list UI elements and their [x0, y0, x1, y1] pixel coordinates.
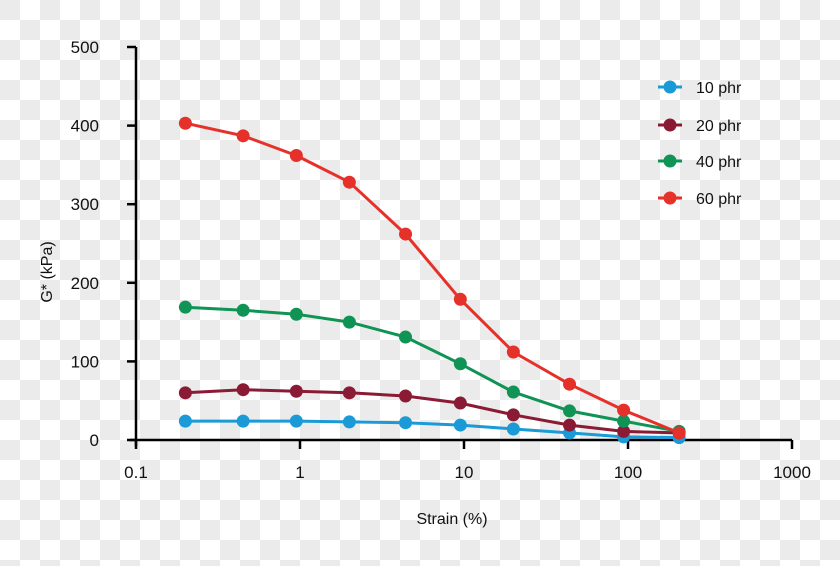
y-tick-label: 100 — [71, 352, 99, 371]
data-point — [453, 292, 467, 306]
series-line — [185, 121, 680, 435]
data-point — [563, 418, 577, 432]
x-tick-label: 100 — [614, 463, 642, 482]
data-point — [506, 408, 520, 422]
data-point — [342, 315, 356, 329]
data-point — [563, 404, 577, 418]
data-point — [289, 148, 303, 162]
series-line — [185, 419, 680, 440]
y-axis-title: G* (kPa) — [39, 241, 56, 302]
data-point — [289, 307, 303, 321]
y-tick-label: 500 — [71, 38, 99, 57]
data-point — [236, 303, 250, 317]
series-60-phr — [178, 116, 686, 440]
y-tick-label: 300 — [71, 195, 99, 214]
data-point — [236, 414, 250, 428]
data-point — [178, 414, 192, 428]
data-point — [236, 383, 250, 397]
y-tick-label: 400 — [71, 117, 99, 136]
data-point — [289, 384, 303, 398]
series-10-phr — [178, 414, 686, 445]
legend-item: 20 phr — [658, 118, 742, 135]
legend-item: 10 phr — [658, 80, 742, 97]
data-point — [399, 227, 413, 241]
data-point — [506, 345, 520, 359]
data-point — [178, 116, 192, 130]
data-point — [289, 414, 303, 428]
legend-label: 20 phr — [696, 118, 742, 135]
data-point — [399, 389, 413, 403]
x-tick-label: 1 — [295, 463, 304, 482]
legend-label: 10 phr — [696, 80, 742, 97]
data-point — [617, 424, 631, 438]
data-point — [453, 396, 467, 410]
legend-marker-icon — [663, 80, 677, 94]
legend-item: 40 phr — [658, 154, 742, 171]
data-point — [399, 416, 413, 430]
legend-marker-icon — [663, 154, 677, 168]
y-tick-label: 0 — [90, 431, 99, 450]
data-point — [342, 386, 356, 400]
series-layer — [178, 116, 686, 445]
legend-label: 40 phr — [696, 154, 742, 171]
x-tick-label: 1000 — [773, 463, 811, 482]
x-axis-title: Strain (%) — [416, 511, 487, 528]
data-point — [453, 357, 467, 371]
y-tick-label: 200 — [71, 274, 99, 293]
axes: 0.1 1 10 100 1000 0 100 200 300 400 500 — [71, 38, 811, 482]
data-point — [506, 385, 520, 399]
data-point — [453, 418, 467, 432]
data-point — [342, 415, 356, 429]
data-point — [399, 330, 413, 344]
data-point — [236, 129, 250, 143]
x-tick-label: 0.1 — [124, 463, 148, 482]
legend-marker-icon — [663, 118, 677, 132]
series-40-phr — [178, 300, 686, 438]
data-point — [617, 414, 631, 428]
data-point — [617, 403, 631, 417]
legend: 10 phr 20 phr 40 phr 60 phr — [658, 80, 742, 208]
data-point — [672, 426, 686, 440]
series-line — [185, 305, 680, 433]
x-tick-label: 10 — [455, 463, 474, 482]
legend-label: 60 phr — [696, 191, 742, 208]
data-point — [178, 300, 192, 314]
data-point — [178, 386, 192, 400]
legend-item: 60 phr — [658, 191, 742, 208]
legend-marker-icon — [663, 191, 677, 205]
data-point — [342, 175, 356, 189]
data-point — [563, 377, 577, 391]
data-point — [506, 422, 520, 436]
series-20-phr — [178, 383, 686, 440]
series-line — [185, 388, 680, 435]
